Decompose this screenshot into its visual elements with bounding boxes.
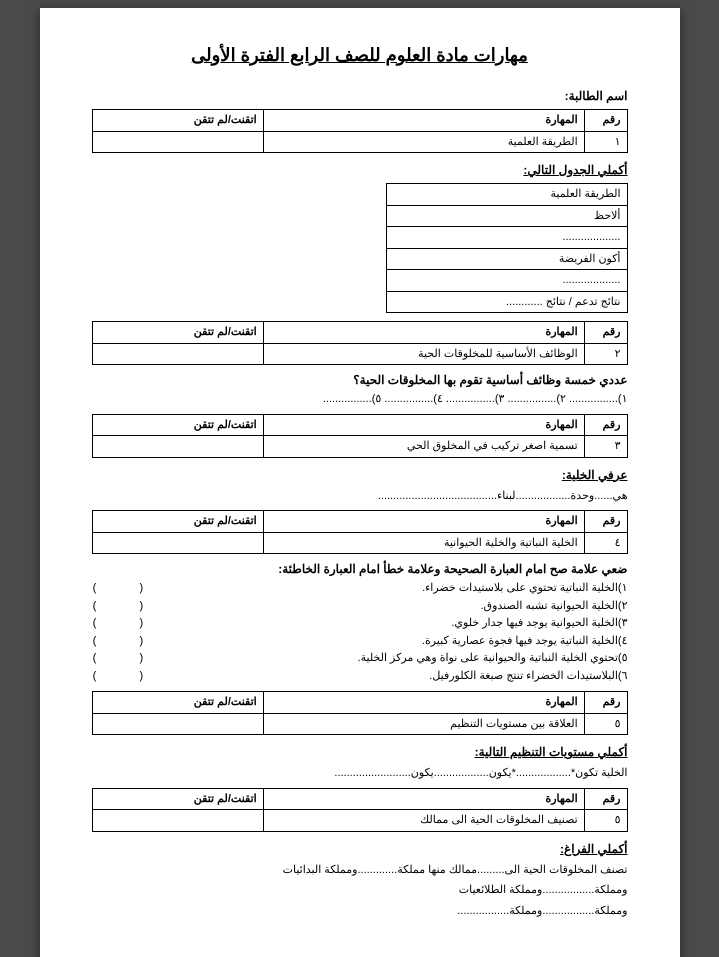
- th-skill: المهارة: [263, 110, 584, 132]
- tf-paren[interactable]: ( ): [92, 651, 145, 668]
- th-mastery: اتقنت/لم تتقن: [92, 788, 263, 810]
- th-mastery: اتقنت/لم تتقن: [92, 414, 263, 436]
- tf-paren[interactable]: ( ): [92, 634, 145, 651]
- cell-num: ١: [584, 131, 627, 153]
- page-title: مهارات مادة العلوم للصف الرابع الفترة ال…: [92, 42, 628, 69]
- tf-item: ٥)تحتوي الخلية النباتية والحيوانية على ن…: [144, 650, 627, 667]
- skill-table-4: رقم المهارة اتقنت/لم تتقن ٤ الخلية النبا…: [92, 510, 628, 554]
- cell-skill: تسمية اصغر تركيب في المخلوق الحي: [263, 436, 584, 458]
- cell-num: ٣: [584, 436, 627, 458]
- skill-table-1: رقم المهارة اتقنت/لم تتقن ١ الطريقة العل…: [92, 109, 628, 153]
- five-functions-blanks[interactable]: ١)................ ٢)................ ٣)…: [92, 391, 628, 408]
- scientific-method-table: الطريقة العلمية ألاحظ ..................…: [386, 183, 627, 313]
- tf-paren[interactable]: ( ): [92, 616, 145, 633]
- cell-mastery[interactable]: [92, 713, 263, 735]
- th-skill: المهارة: [263, 511, 584, 533]
- cell-skill: تصنيف المخلوقات الحية الى ممالك: [263, 810, 584, 832]
- page-background: مهارات مادة العلوم للصف الرابع الفترة ال…: [0, 0, 719, 935]
- complete-levels-label: أكملي مستويات التنظيم التالية:: [92, 743, 628, 761]
- define-cell-line[interactable]: هي......وحدة..................لبناء.....…: [92, 488, 628, 505]
- th-skill: المهارة: [263, 692, 584, 714]
- th-mastery: اتقنت/لم تتقن: [92, 322, 263, 344]
- method-row: الطريقة العلمية: [387, 184, 627, 206]
- th-mastery: اتقنت/لم تتقن: [92, 110, 263, 132]
- student-name-label: اسم الطالبة:: [92, 87, 628, 105]
- tf-header: ضعي علامة صح امام العبارة الصحيحة وعلامة…: [92, 560, 628, 578]
- fill-line-2[interactable]: ومملكة.................ومملكة الطلائعيات: [92, 882, 628, 899]
- cell-num: ٢: [584, 343, 627, 365]
- tf-paren[interactable]: ( ): [92, 669, 145, 686]
- tf-item: ٦)البلاستيدات الخضراء تنتج صبغة الكلورفي…: [144, 668, 627, 685]
- th-skill: المهارة: [263, 788, 584, 810]
- th-mastery: اتقنت/لم تتقن: [92, 511, 263, 533]
- cell-skill: الخلية النباتية والخلية الحيوانية: [263, 532, 584, 554]
- tf-paren[interactable]: ( ): [92, 581, 145, 598]
- tf-item: ١)الخلية النباتية تحتوي على بلاستيدات خض…: [144, 580, 627, 597]
- levels-line[interactable]: الخلية تكون*..................*يكون.....…: [92, 765, 628, 782]
- cell-mastery[interactable]: [92, 343, 263, 365]
- fill-line-3[interactable]: ومملكة.................ومملكة...........…: [92, 903, 628, 920]
- skill-table-6: رقم المهارة اتقنت/لم تتقن ٥ تصنيف المخلو…: [92, 788, 628, 832]
- th-num: رقم: [584, 511, 627, 533]
- cell-skill: العلاقة بين مستويات التنظيم: [263, 713, 584, 735]
- th-num: رقم: [584, 110, 627, 132]
- cell-mastery[interactable]: [92, 810, 263, 832]
- fill-line-1[interactable]: تصنف المخلوقات الحية الى.........ممالك م…: [92, 862, 628, 879]
- tf-item: ٤)الخلية النباتية يوجد فيها فجوة عصارية …: [144, 633, 627, 650]
- th-mastery: اتقنت/لم تتقن: [92, 692, 263, 714]
- method-row[interactable]: ...................: [387, 227, 627, 249]
- cell-mastery[interactable]: [92, 436, 263, 458]
- method-row[interactable]: ...................: [387, 270, 627, 292]
- th-skill: المهارة: [263, 414, 584, 436]
- skill-table-5: رقم المهارة اتقنت/لم تتقن ٥ العلاقة بين …: [92, 691, 628, 735]
- method-row[interactable]: نتائج تدعم / نتائج ............: [387, 291, 627, 313]
- th-skill: المهارة: [263, 322, 584, 344]
- worksheet-page: مهارات مادة العلوم للصف الرابع الفترة ال…: [40, 8, 680, 957]
- cell-skill: الوظائف الأساسية للمخلوقات الحية: [263, 343, 584, 365]
- th-num: رقم: [584, 414, 627, 436]
- th-num: رقم: [584, 788, 627, 810]
- skill-table-3: رقم المهارة اتقنت/لم تتقن ٣ تسمية اصغر ت…: [92, 414, 628, 458]
- q-five-functions: عددي خمسة وظائف أساسية تقوم بها المخلوقا…: [92, 371, 628, 389]
- cell-mastery[interactable]: [92, 131, 263, 153]
- cell-skill: الطريقة العلمية: [263, 131, 584, 153]
- define-cell-label: عرفي الخلية:: [92, 466, 628, 484]
- th-num: رقم: [584, 692, 627, 714]
- tf-paren[interactable]: ( ): [92, 599, 145, 616]
- cell-num: ٥: [584, 713, 627, 735]
- th-num: رقم: [584, 322, 627, 344]
- method-row: أكون الفريضة: [387, 248, 627, 270]
- cell-num: ٥: [584, 810, 627, 832]
- tf-item: ٣)الخلية الحيوانية يوجد فيها جدار خلوي.: [144, 615, 627, 632]
- cell-num: ٤: [584, 532, 627, 554]
- method-row: ألاحظ: [387, 205, 627, 227]
- tf-list: ١)الخلية النباتية تحتوي على بلاستيدات خض…: [92, 580, 628, 685]
- tf-item: ٢)الخلية الحيوانية تشبه الصندوق.: [144, 598, 627, 615]
- cell-mastery[interactable]: [92, 532, 263, 554]
- fill-blanks-label: أكملي الفراغ:: [92, 840, 628, 858]
- complete-table-label: أكملي الجدول التالي:: [92, 161, 628, 179]
- skill-table-2: رقم المهارة اتقنت/لم تتقن ٢ الوظائف الأس…: [92, 321, 628, 365]
